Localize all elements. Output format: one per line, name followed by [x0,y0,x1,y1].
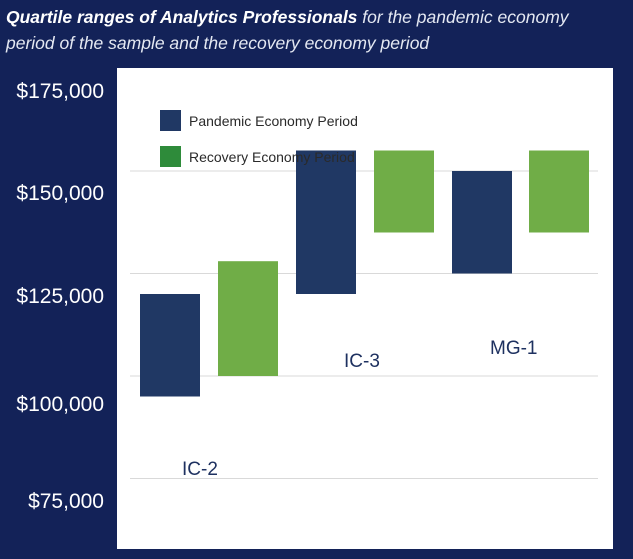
legend-swatch [160,110,181,131]
legend-item: Pandemic Economy Period [160,110,358,131]
bar-recovery-ic-3 [374,150,434,233]
y-tick-label: $75,000 [28,490,104,513]
y-tick-label: $150,000 [16,182,104,205]
bar-pandemic-mg-1 [452,171,512,274]
legend-item: Recovery Economy Period [160,146,355,167]
y-tick-label: $175,000 [16,80,104,103]
bar-pandemic-ic-3 [296,150,356,294]
chart-title-bold: Quartile ranges of Analytics Professiona… [6,7,358,27]
category-label-ic-3: IC-3 [344,351,380,372]
bar-pandemic-ic-2 [140,294,200,397]
category-label-ic-2: IC-2 [182,459,218,480]
y-tick-label: $100,000 [16,393,104,416]
chart-title-rest-2: period of the sample and the recovery ec… [6,33,430,53]
bar-recovery-ic-2 [218,261,278,376]
chart-title: Quartile ranges of Analytics Professiona… [6,4,626,56]
legend-swatch [160,146,181,167]
legend-label: Pandemic Economy Period [189,112,358,129]
y-tick-label: $125,000 [16,285,104,308]
chart-title-rest-1: for the pandemic economy [362,7,569,27]
category-label-mg-1: MG-1 [490,338,538,359]
legend-label: Recovery Economy Period [189,148,355,165]
bar-recovery-mg-1 [529,150,589,233]
